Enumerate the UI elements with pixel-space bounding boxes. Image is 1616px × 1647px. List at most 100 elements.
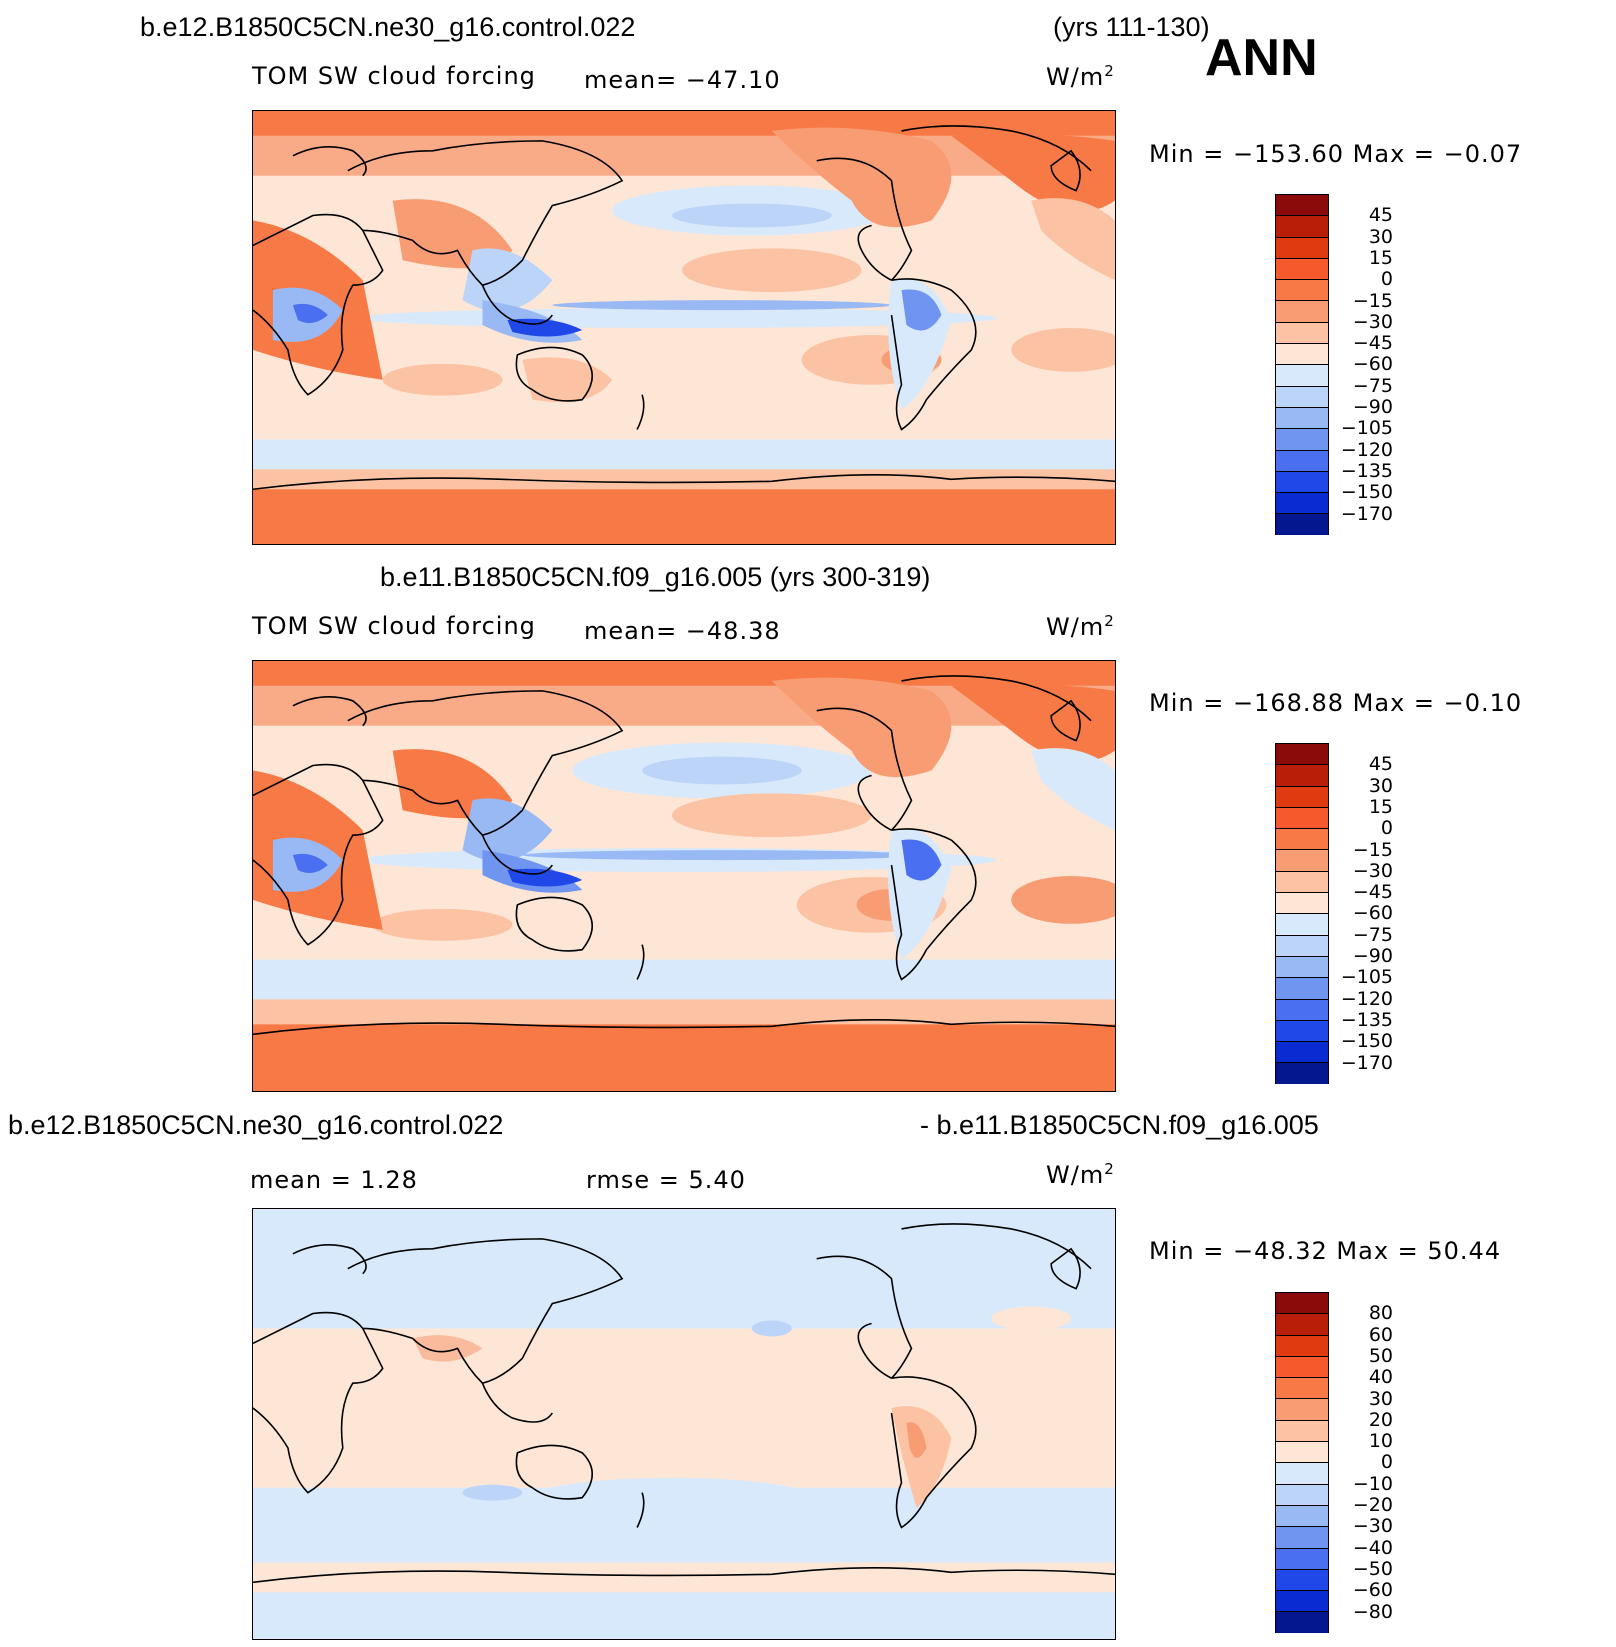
colorbar-tick-label: −75 (1352, 374, 1393, 397)
colorbar-tick-label: −10 (1352, 1472, 1393, 1495)
colorbar-swatch (1275, 764, 1329, 786)
variable-label-2: TOM SW cloud forcing (252, 612, 536, 640)
min-max-label-3: Min = −48.32 Max = 50.44 (1149, 1237, 1502, 1265)
colorbar-tick-label: 50 (1368, 1344, 1393, 1367)
diff-title-left: b.e12.B1850C5CN.ne30_g16.control.022 (8, 1110, 504, 1140)
colorbar-tick-label: −105 (1340, 966, 1393, 989)
colorbar-tick-label: 45 (1368, 204, 1393, 227)
case-title-2: b.e11.B1850C5CN.f09_g16.005 (yrs 300-319… (380, 562, 931, 592)
colorbar-swatch (1275, 977, 1329, 999)
colorbar-tick-label: −105 (1340, 417, 1393, 440)
colorbar-swatch (1275, 1483, 1329, 1505)
colorbar-tick-label: −90 (1352, 945, 1393, 967)
colorbar-tick-label: −45 (1352, 332, 1393, 355)
colorbar-swatch (1275, 1419, 1329, 1442)
colorbar-swatch (1275, 194, 1329, 216)
colorbar-tick-label: −135 (1340, 1008, 1393, 1031)
colorbar-swatch (1275, 1313, 1329, 1335)
colorbar-tick-label: −30 (1352, 1515, 1393, 1538)
colorbar-swatch (1275, 492, 1329, 514)
colorbar-swatch (1275, 1526, 1329, 1548)
colorbar-swatch (1275, 257, 1329, 280)
colorbar-swatch (1275, 892, 1329, 914)
map-panel-3 (252, 1208, 1116, 1640)
colorbar-swatch (1275, 870, 1329, 893)
colorbar-swatch (1275, 1547, 1329, 1569)
case-title-1: b.e12.B1850C5CN.ne30_g16.control.022 (140, 12, 636, 42)
colorbar-swatch (1275, 1292, 1329, 1314)
colorbar-tick-label: −120 (1340, 438, 1393, 461)
colorbar-swatch (1275, 1441, 1329, 1463)
colorbar-tick-label: 30 (1368, 774, 1393, 797)
colorbar-swatch (1275, 1568, 1329, 1591)
colorbar-swatch (1275, 1398, 1329, 1420)
colorbar-swatch (1275, 806, 1329, 829)
colorbar-tick-label: −15 (1352, 289, 1393, 312)
colorbar-swatch (1275, 1504, 1329, 1527)
colorbar-tick-label: −60 (1352, 353, 1393, 376)
colorbar-swatch (1275, 913, 1329, 935)
colorbar-1: 45 30 15 0 −15 −30 −45 −60 −75 −90 −105 −120 −135 −15… (1275, 194, 1393, 535)
colorbar-swatch (1275, 1019, 1329, 1042)
min-max-label-2: Min = −168.88 Max = −0.10 (1149, 689, 1523, 717)
colorbar-swatch (1275, 470, 1329, 493)
colorbar-swatch (1275, 428, 1329, 450)
min-max-label-1: Min = −153.60 Max = −0.07 (1149, 140, 1523, 168)
colorbar-tick-label: −135 (1340, 459, 1393, 482)
mean-label-2: mean= −48.38 (584, 617, 781, 645)
colorbar-tick-label: −60 (1352, 902, 1393, 925)
variable-label-1: TOM SW cloud forcing (252, 62, 536, 90)
colorbar-tick-label: 40 (1368, 1366, 1393, 1389)
colorbar-swatch (1275, 385, 1329, 407)
colorbar-swatch (1275, 321, 1329, 344)
colorbar-2: 45 30 15 0 −15 −30 −45 −60 −75 −90 −105 −120 −135 −15… (1275, 743, 1393, 1084)
colorbar-tick-label: −50 (1352, 1557, 1393, 1580)
colorbar-swatch (1275, 785, 1329, 807)
colorbar-tick-label: −30 (1352, 310, 1393, 333)
colorbar-tick-label: −30 (1352, 859, 1393, 882)
diff-title-right: - b.e11.B1850C5CN.f09_g16.005 (920, 1110, 1319, 1140)
colorbar-tick-label: 0 (1380, 268, 1393, 291)
mean-label-3: mean = 1.28 (250, 1166, 418, 1194)
colorbar-swatch (1275, 998, 1329, 1020)
colorbar-tick-label: −170 (1340, 502, 1393, 525)
colorbar-tick-label: −150 (1340, 1030, 1393, 1053)
colorbar-tick-label: −150 (1340, 481, 1393, 504)
colorbar-swatch (1275, 236, 1329, 258)
colorbar-swatch (1275, 743, 1329, 765)
colorbar-tick-label: 60 (1368, 1323, 1393, 1346)
colorbar-tick-label: −20 (1352, 1494, 1393, 1516)
colorbar-swatch (1275, 1377, 1329, 1399)
years-label-1: (yrs 111-130) (1053, 12, 1210, 42)
colorbar-swatch (1275, 1355, 1329, 1378)
rmse-label-3: rmse = 5.40 (586, 1166, 746, 1194)
colorbar-3: 80 60 50 40 30 20 10 0 −10 −20 −30 −40 −50 −60 −80 (1275, 1292, 1393, 1633)
colorbar-swatch (1275, 1462, 1329, 1484)
map-panel-2 (252, 660, 1116, 1092)
colorbar-swatch (1275, 1041, 1329, 1063)
colorbar-tick-label: −75 (1352, 923, 1393, 946)
colorbar-swatch (1275, 849, 1329, 871)
colorbar-tick-label: −45 (1352, 881, 1393, 904)
colorbar-swatch (1275, 406, 1329, 429)
colorbar-swatch (1275, 343, 1329, 365)
colorbar-swatch (1275, 364, 1329, 386)
colorbar-swatch (1275, 1590, 1329, 1612)
colorbar-swatch (1275, 215, 1329, 237)
colorbar-swatch (1275, 1611, 1329, 1633)
colorbar-swatch (1275, 1062, 1329, 1084)
season-label: ANN (1205, 29, 1318, 87)
mean-label-1: mean= −47.10 (584, 66, 781, 94)
colorbar-tick-label: 20 (1368, 1408, 1393, 1431)
colorbar-swatch (1275, 828, 1329, 850)
colorbar-swatch (1275, 1334, 1329, 1356)
colorbar-tick-label: −80 (1352, 1600, 1393, 1623)
units-label-1: W/m2 (1046, 62, 1115, 91)
colorbar-tick-label: 80 (1368, 1302, 1393, 1325)
colorbar-tick-label: 0 (1380, 1451, 1393, 1474)
colorbar-swatch (1275, 955, 1329, 978)
colorbar-tick-label: −120 (1340, 987, 1393, 1010)
colorbar-swatch (1275, 279, 1329, 301)
colorbar-tick-label: −90 (1352, 396, 1393, 418)
colorbar-tick-label: 10 (1368, 1430, 1393, 1453)
